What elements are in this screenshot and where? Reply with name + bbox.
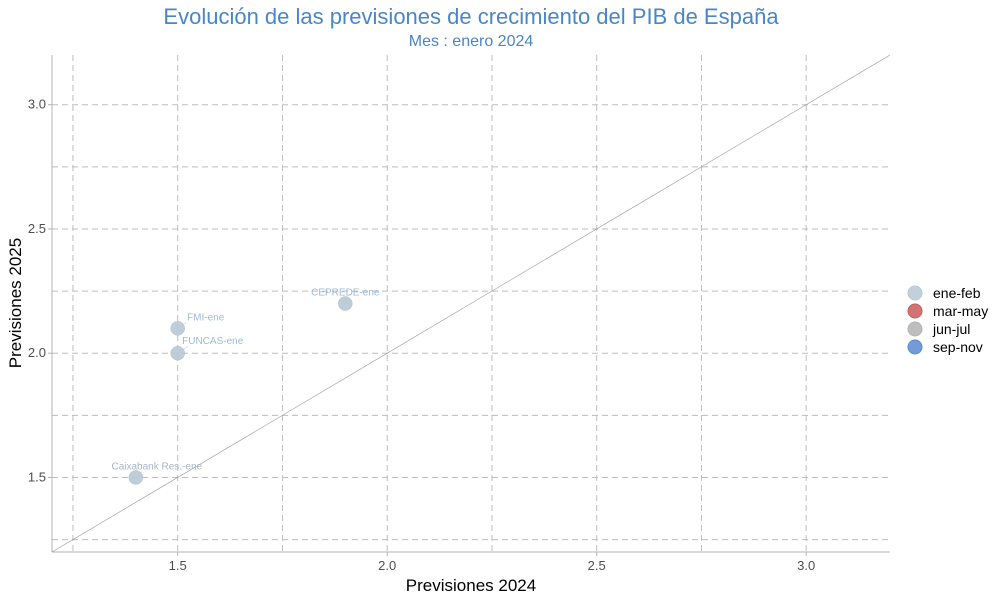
point-label: FMI-ene: [187, 312, 225, 323]
point-label: Caixabank Res.-ene: [111, 461, 202, 472]
x-tick-label: 1.5: [169, 558, 187, 573]
grid-lines: [52, 55, 890, 552]
chart-title: Evolución de las previsiones de crecimie…: [163, 4, 779, 29]
y-tick-label: 3.0: [28, 97, 46, 112]
x-tick-label: 3.0: [797, 558, 815, 573]
legend-key: [907, 339, 923, 355]
point-label: FUNCAS-ene: [182, 336, 244, 347]
legend-key: [907, 321, 923, 337]
legend-key: [907, 303, 923, 319]
x-tick-label: 2.5: [588, 558, 606, 573]
chart-subtitle: Mes : enero 2024: [409, 33, 534, 50]
data-point: [338, 296, 353, 311]
y-tick-label: 2.5: [28, 221, 46, 236]
data-point: [170, 345, 185, 361]
x-axis-label: Previsiones 2024: [406, 576, 536, 595]
legend: ene-feb mar-may jun-jul sep-nov: [907, 285, 988, 355]
y-tick-label: 1.5: [28, 469, 46, 484]
legend-key: [907, 285, 923, 301]
point-label: CEPREDE-ene: [311, 288, 380, 299]
data-point: [128, 470, 144, 485]
x-ticks: 1.5 2.0 2.5 3.0: [169, 552, 815, 573]
x-tick-label: 2.0: [378, 558, 396, 573]
data-point: [170, 321, 185, 336]
legend-label: jun-jul: [932, 321, 970, 337]
legend-label: ene-feb: [933, 285, 981, 301]
y-axis-label: Previsiones 2025: [6, 238, 25, 368]
points: CEPREDE-ene FMI-ene FUNCAS-ene Caixabank Re…: [111, 288, 380, 485]
reference-line-identity: [51, 54, 891, 553]
y-ticks: 1.5 2.0 2.5 3.0: [28, 97, 52, 484]
legend-label: mar-may: [933, 303, 988, 319]
y-tick-label: 2.0: [28, 345, 46, 360]
legend-label: sep-nov: [933, 339, 983, 355]
